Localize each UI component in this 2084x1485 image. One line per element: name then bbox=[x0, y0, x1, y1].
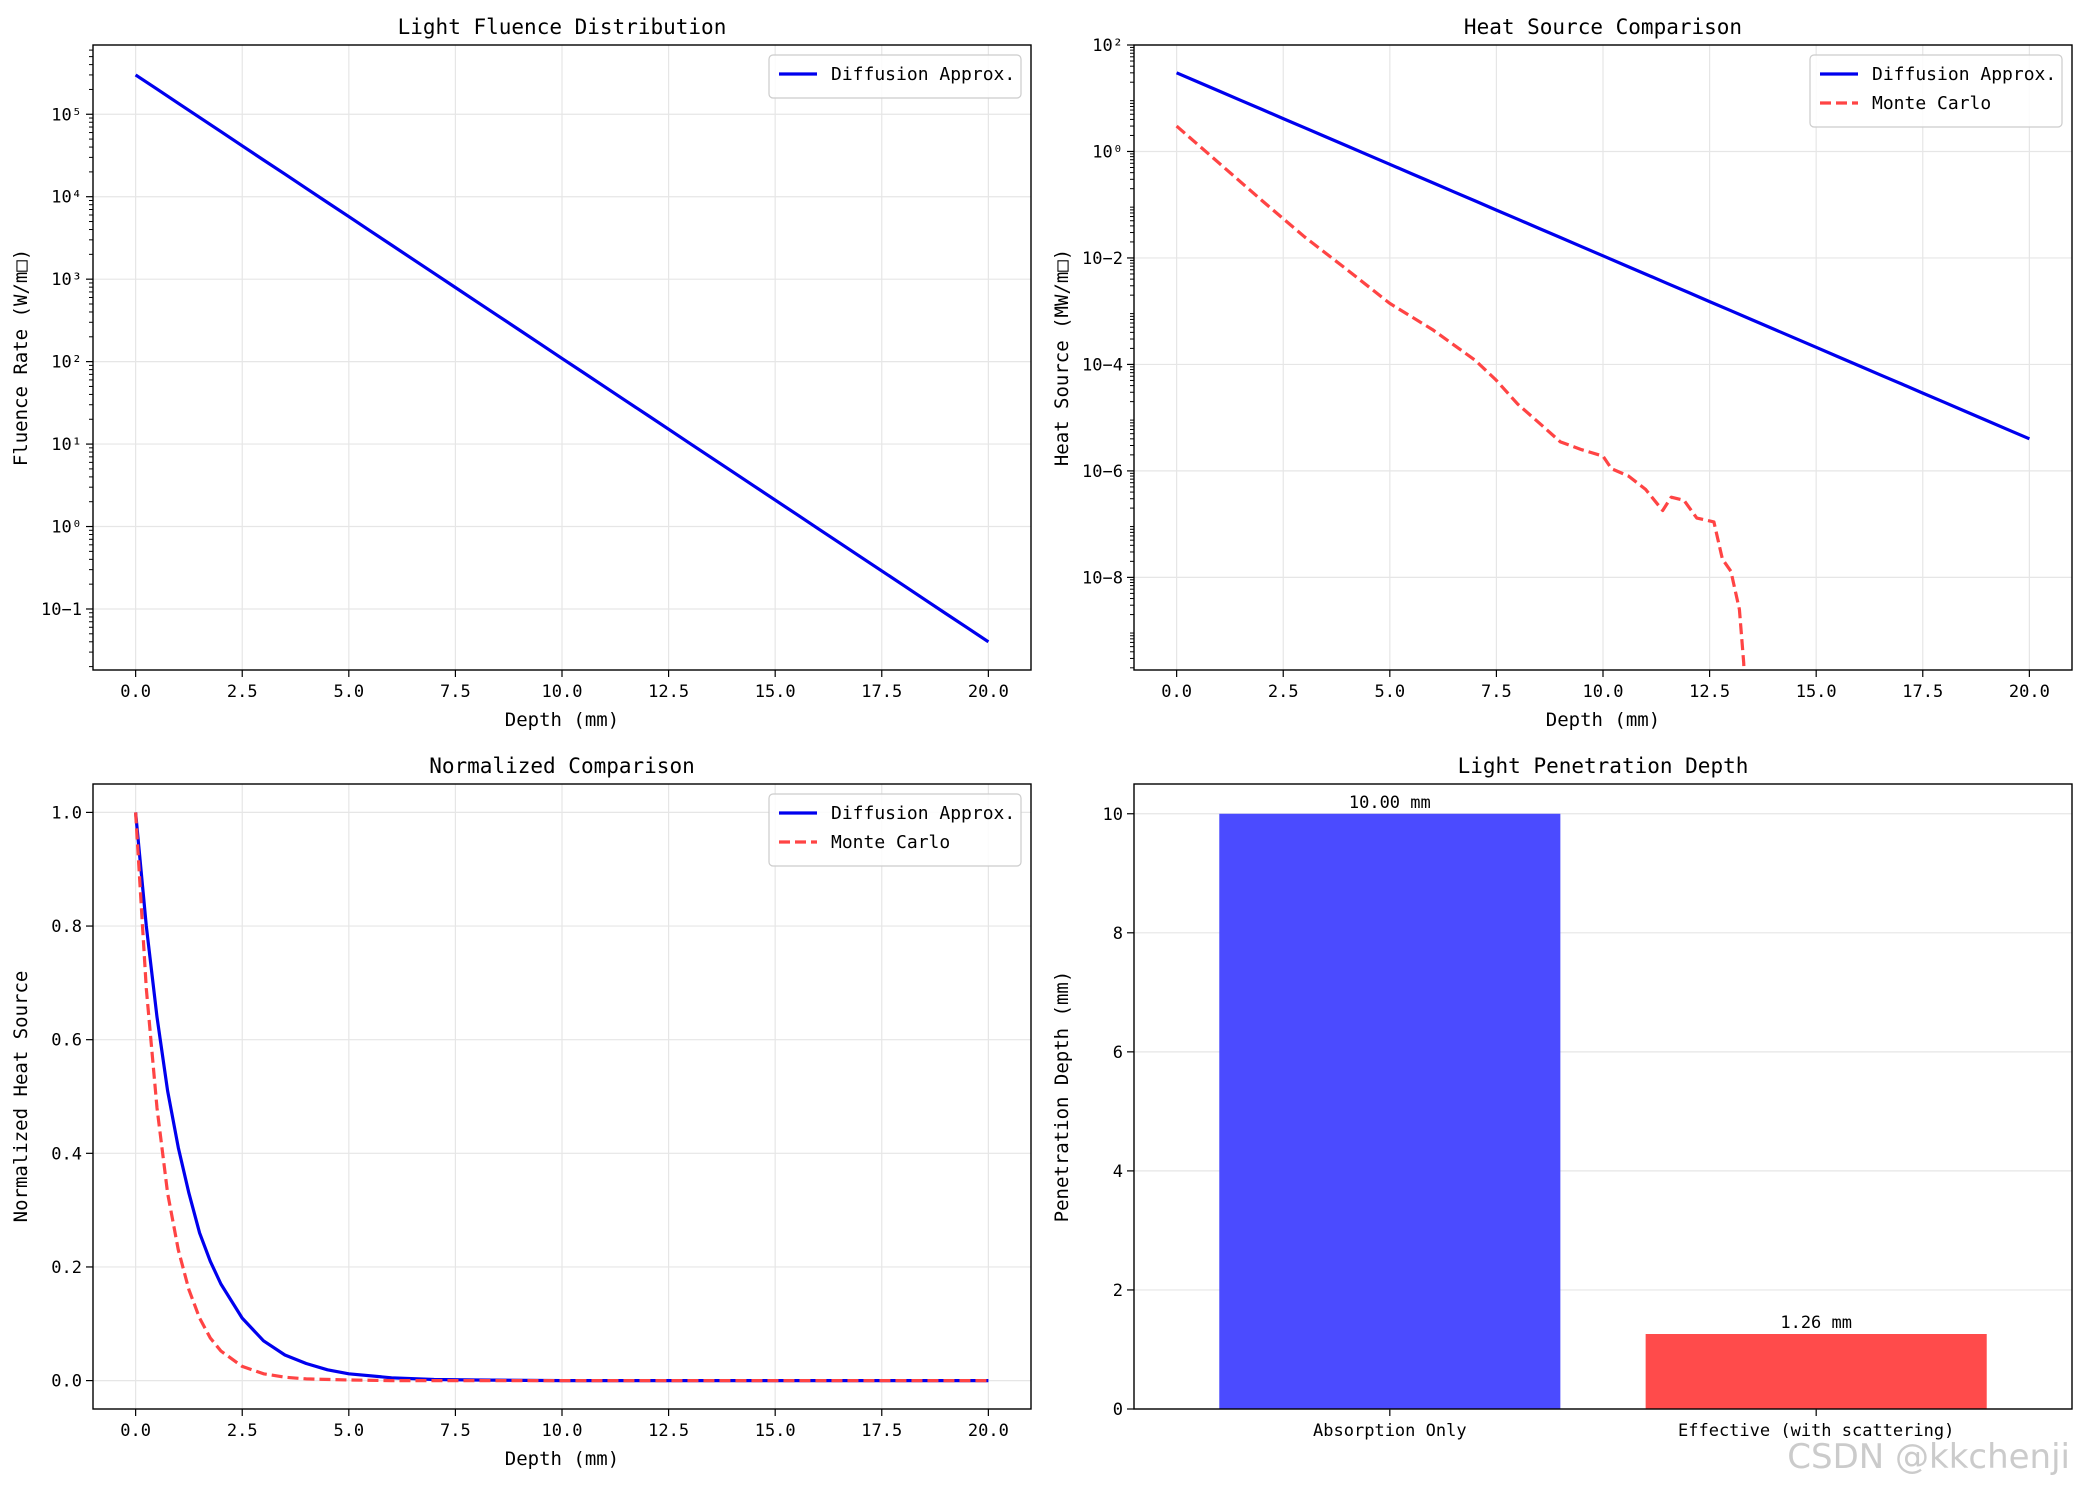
plot-area bbox=[1219, 813, 1987, 1409]
plot-area bbox=[1175, 71, 2031, 670]
y-tick-label: 10⁵ bbox=[51, 105, 82, 125]
chart-title: Heat Source Comparison bbox=[1464, 15, 1742, 39]
axes-frame bbox=[1133, 44, 2073, 671]
y-tick-label: 4 bbox=[1113, 1162, 1123, 1182]
x-tick-label: Absorption Only bbox=[1313, 1421, 1467, 1441]
legend-label: Diffusion Approx. bbox=[1872, 64, 2056, 85]
y-tick-label: 10⁴ bbox=[51, 188, 82, 208]
x-tick-label: 10.0 bbox=[1583, 682, 1624, 702]
x-tick-label: 7.5 bbox=[1481, 682, 1512, 702]
bar-data-label: 1.26 mm bbox=[1780, 1313, 1852, 1333]
x-axis-label: Depth (mm) bbox=[505, 1448, 619, 1470]
y-tick-label: 10² bbox=[51, 353, 82, 373]
y-tick-label: 10−8 bbox=[1082, 568, 1123, 588]
y-tick-label: 10² bbox=[1092, 36, 1123, 56]
x-tick-label: 7.5 bbox=[440, 682, 471, 702]
legend: Diffusion Approx. bbox=[768, 54, 1022, 99]
y-tick-label: 2 bbox=[1113, 1281, 1123, 1301]
chart-panel-1: 0.0 2.5 5.0 7.5 10.0 12.5 15.0 17.5 20.0 10−1 10⁰ 1… bbox=[10, 15, 1032, 731]
x-tick-label: 20.0 bbox=[2009, 682, 2050, 702]
x-tick-label: 0.0 bbox=[120, 682, 151, 702]
legend-box bbox=[1809, 54, 2063, 128]
legend-label: Diffusion Approx. bbox=[831, 803, 1015, 824]
x-tick-label: 5.0 bbox=[333, 1421, 364, 1441]
y-tick-label: 0.2 bbox=[51, 1258, 82, 1278]
y-tick-label: 10−4 bbox=[1082, 355, 1123, 375]
y-tick-label: 10−2 bbox=[1082, 249, 1123, 269]
y-tick-label: 10³ bbox=[51, 270, 82, 290]
y-tick-label: 0.0 bbox=[51, 1372, 82, 1392]
chart-panel-3: 0.0 2.5 5.0 7.5 10.0 12.5 15.0 17.5 20.0 0.0 0.2 0.… bbox=[10, 754, 1032, 1470]
legend-label: Diffusion Approx. bbox=[831, 64, 1015, 85]
chart-panel-2: 0.0 2.5 5.0 7.5 10.0 12.5 15.0 17.5 20.0 10−8 10−6… bbox=[1051, 15, 2073, 731]
x-tick-label: Effective (with scattering) bbox=[1678, 1421, 1954, 1441]
legend-box bbox=[768, 54, 1022, 99]
series-line bbox=[134, 812, 989, 1383]
legend: Diffusion Approx. Monte Carlo bbox=[768, 793, 1022, 867]
y-axis-label: Penetration Depth (mm) bbox=[1051, 971, 1073, 1223]
y-tick-label: 0.8 bbox=[51, 917, 82, 937]
series-line bbox=[1175, 71, 2031, 441]
x-tick-label: 7.5 bbox=[440, 1421, 471, 1441]
x-tick-label: 5.0 bbox=[1374, 682, 1405, 702]
axes-frame bbox=[1133, 783, 2073, 1410]
bar bbox=[1645, 1334, 1987, 1409]
chart-title: Light Fluence Distribution bbox=[398, 15, 727, 39]
y-tick-label: 6 bbox=[1113, 1043, 1123, 1063]
watermark: CSDN @kkchenji bbox=[1787, 1437, 2070, 1477]
chart-panel-4: Absorption Only Effective (with scatterin… bbox=[1051, 754, 2073, 1441]
x-tick-label: 12.5 bbox=[648, 682, 689, 702]
x-tick-label: 20.0 bbox=[968, 682, 1009, 702]
y-tick-label: 10⁰ bbox=[1092, 142, 1123, 162]
x-tick-label: 17.5 bbox=[861, 1421, 902, 1441]
x-tick-label: 10.0 bbox=[542, 1421, 583, 1441]
x-tick-label: 2.5 bbox=[227, 682, 258, 702]
legend-box bbox=[768, 793, 1022, 867]
x-tick-label: 15.0 bbox=[1796, 682, 1837, 702]
x-tick-label: 0.0 bbox=[120, 1421, 151, 1441]
x-tick-label: 10.0 bbox=[542, 682, 583, 702]
axes-frame bbox=[92, 783, 1032, 1410]
x-axis-label: Depth (mm) bbox=[1546, 709, 1660, 731]
y-tick-label: 0.4 bbox=[51, 1144, 82, 1164]
chart-title: Light Penetration Depth bbox=[1458, 754, 1749, 778]
y-tick-label: 1.0 bbox=[51, 803, 82, 823]
y-axis-label: Normalized Heat Source bbox=[10, 971, 32, 1223]
y-tick-label: 0.6 bbox=[51, 1031, 82, 1051]
y-axis-label: Heat Source (MW/m□) bbox=[1051, 249, 1073, 466]
bar bbox=[1219, 813, 1561, 1409]
legend-label: Monte Carlo bbox=[1872, 93, 1991, 114]
x-tick-label: 17.5 bbox=[1902, 682, 1943, 702]
chart-title: Normalized Comparison bbox=[429, 754, 695, 778]
y-tick-label: 10−1 bbox=[41, 600, 82, 620]
legend: Diffusion Approx. Monte Carlo bbox=[1809, 54, 2063, 128]
x-tick-label: 0.0 bbox=[1161, 682, 1192, 702]
x-tick-label: 15.0 bbox=[755, 1421, 796, 1441]
series-line bbox=[134, 73, 990, 644]
x-tick-label: 2.5 bbox=[1268, 682, 1299, 702]
y-tick-label: 10 bbox=[1103, 805, 1123, 825]
y-tick-label: 10−6 bbox=[1082, 462, 1123, 482]
x-tick-label: 15.0 bbox=[755, 682, 796, 702]
x-axis-label: Depth (mm) bbox=[505, 709, 619, 731]
axes-frame bbox=[92, 44, 1032, 671]
legend-label: Monte Carlo bbox=[831, 832, 950, 853]
y-tick-label: 8 bbox=[1113, 924, 1123, 944]
series-line bbox=[1175, 124, 1746, 670]
bar-data-label: 10.00 mm bbox=[1349, 793, 1431, 813]
plot-area bbox=[134, 73, 990, 644]
x-tick-label: 2.5 bbox=[227, 1421, 258, 1441]
x-tick-label: 17.5 bbox=[861, 682, 902, 702]
y-tick-label: 10¹ bbox=[51, 435, 82, 455]
x-tick-label: 20.0 bbox=[968, 1421, 1009, 1441]
y-tick-label: 0 bbox=[1113, 1400, 1123, 1420]
x-tick-label: 12.5 bbox=[1689, 682, 1730, 702]
plot-area bbox=[134, 812, 989, 1383]
y-tick-label: 10⁰ bbox=[51, 518, 82, 538]
x-tick-label: 12.5 bbox=[648, 1421, 689, 1441]
y-axis-label: Fluence Rate (W/m□) bbox=[10, 249, 32, 466]
x-tick-label: 5.0 bbox=[333, 682, 364, 702]
